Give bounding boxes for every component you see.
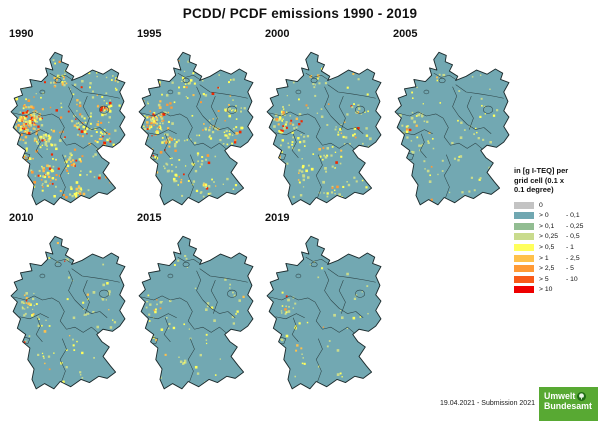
map-cell-1995: 1995: [132, 28, 260, 209]
legend-swatch: [514, 222, 534, 230]
legend-title-line: in [g I-TEQ] per: [514, 166, 569, 175]
legend-range-from: > 10: [539, 286, 553, 294]
map-year-label: 2005: [393, 28, 418, 40]
germany-emissions-map-1995: [138, 51, 254, 206]
figure-title: PCDD/ PCDF emissions 1990 - 2019: [182, 6, 418, 21]
legend-range-from: > 5: [539, 275, 549, 283]
legend-row: > 5 - 10: [514, 274, 600, 285]
logo-text-bundesamt: Bundesamt: [544, 400, 592, 411]
map-year-label: 2000: [265, 28, 290, 40]
legend-range-to: - 1: [566, 243, 574, 251]
legend-row: 0: [514, 200, 600, 211]
legend-swatch: [514, 233, 534, 241]
legend-range-from: > 0: [539, 212, 549, 220]
submission-date-note: 19.04.2021 - Submission 2021: [440, 400, 535, 407]
legend-title-line: grid cell (0.1 x: [514, 175, 565, 185]
legend: in [g I-TEQ] per grid cell (0.1 x 0.1 de…: [514, 166, 600, 295]
germany-emissions-map-1990: [10, 51, 126, 206]
map-year-label: 1995: [137, 28, 162, 40]
map-cell-2015: 2015: [132, 212, 260, 393]
legend-swatch: [514, 243, 534, 251]
map-cell-1990: 1990: [4, 28, 132, 209]
legend-range-to: - 0,5: [566, 233, 580, 241]
legend-rows: 0 > 0- 0,1 > 0,1- 0,25 > 0,25- 0,5 > 0,5- 1 >…: [514, 200, 600, 295]
legend-row: > 1 - 2,5: [514, 253, 600, 264]
legend-range-to: - 0,1: [566, 212, 580, 220]
tree-icon: [577, 392, 587, 402]
legend-range-to: - 5: [566, 265, 574, 273]
umweltbundesamt-logo: Umwelt Bundesamt: [539, 387, 598, 421]
legend-range-from: 0: [539, 201, 543, 209]
legend-range-from: > 2,5: [539, 265, 555, 273]
legend-range-to: - 10: [566, 275, 578, 283]
legend-row: > 0,5 - 1: [514, 242, 600, 253]
legend-row: > 0,1 - 0,25: [514, 221, 600, 232]
germany-emissions-map-2005: [394, 51, 510, 206]
legend-title: in [g I-TEQ] per grid cell (0.1 x 0.1 de…: [514, 166, 600, 195]
legend-range-from: > 1: [539, 254, 549, 262]
legend-range-to: - 0,25: [566, 222, 584, 230]
germany-emissions-map-2015: [138, 235, 254, 390]
legend-swatch: [514, 212, 534, 220]
legend-swatch: [514, 265, 534, 273]
logo-text-umwelt: Umwelt: [544, 391, 576, 401]
legend-swatch: [514, 201, 534, 209]
legend-row: > 2,5 - 5: [514, 263, 600, 274]
map-year-label: 2019: [265, 212, 290, 224]
map-year-label: 2010: [9, 212, 34, 224]
germany-emissions-map-2000: [266, 51, 382, 206]
map-cell-2010: 2010: [4, 212, 132, 393]
legend-row: > 0 - 0,1: [514, 210, 600, 221]
legend-row: > 0,25 - 0,5: [514, 232, 600, 243]
legend-swatch: [514, 286, 534, 294]
legend-swatch: [514, 275, 534, 283]
legend-row: > 10: [514, 285, 600, 296]
legend-range-from: > 0,25: [539, 233, 559, 241]
map-cell-2000: 2000: [260, 28, 388, 209]
germany-emissions-map-2010: [10, 235, 126, 390]
germany-emissions-map-2019: [266, 235, 382, 390]
map-year-label: 2015: [137, 212, 162, 224]
legend-range-from: > 0,5: [539, 243, 555, 251]
legend-range-to: - 2,5: [566, 254, 580, 262]
legend-title-line: 0.1 degree): [514, 185, 554, 195]
map-cell-2019: 2019: [260, 212, 388, 393]
map-year-label: 1990: [9, 28, 34, 40]
legend-swatch: [514, 254, 534, 262]
legend-range-from: > 0,1: [539, 222, 555, 230]
map-cell-2005: 2005: [388, 28, 516, 209]
